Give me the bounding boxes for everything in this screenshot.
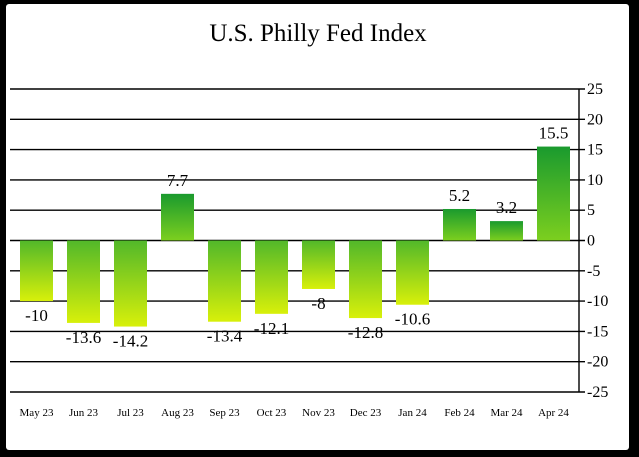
bar-aug-23 (161, 193, 194, 241)
bar-oct-23 (255, 240, 288, 314)
data-label: -8 (311, 294, 325, 313)
y-tick-label: 15 (587, 142, 603, 159)
y-tick-label: 0 (587, 233, 595, 250)
x-tick-label: Jan 24 (398, 407, 427, 419)
x-axis-categories: May 23 Jun 23 Jul 23 Aug 23 Sep 23 Oct 23 Nov … (20, 407, 570, 419)
data-label: 3.2 (496, 198, 517, 217)
data-label: 7.7 (167, 171, 189, 190)
y-tick-label: 20 (587, 111, 603, 128)
x-tick-label: Oct 23 (257, 407, 287, 419)
gridlines (10, 88, 585, 393)
data-label: -12.1 (254, 319, 289, 338)
data-label: -13.4 (207, 327, 243, 346)
data-label: 5.2 (449, 186, 470, 205)
value-labels: -10 -13.6 -14.2 7.7 -13.4 -12.1 -8 -12.8 -10.6 5.… (25, 124, 568, 351)
bar-feb-24 (443, 208, 476, 241)
chart-frame: U.S. Philly Fed Index 25 20 15 10 5 0 -5 -10 -15… (6, 4, 629, 450)
x-tick-label: Jul 23 (117, 407, 144, 419)
bar-may-23 (20, 240, 53, 302)
x-tick-label: May 23 (20, 407, 54, 419)
data-label: -13.6 (66, 328, 101, 347)
x-tick-label: Jun 23 (69, 407, 99, 419)
y-tick-label: 5 (587, 202, 595, 219)
data-label: -10.6 (395, 310, 430, 329)
y-tick-label: -20 (587, 354, 608, 371)
x-tick-label: Mar 24 (490, 407, 523, 419)
y-axis-ticks: 25 20 15 10 5 0 -5 -10 -15 -20 -25 (587, 81, 608, 401)
y-tick-label: 25 (587, 81, 603, 98)
bar-apr-24 (537, 146, 570, 241)
chart-title: U.S. Philly Fed Index (209, 20, 427, 47)
data-label: -14.2 (113, 332, 148, 351)
x-tick-label: Sep 23 (209, 407, 240, 419)
bar-jul-23 (114, 240, 147, 327)
data-label: -10 (25, 306, 48, 325)
y-tick-label: -15 (587, 323, 608, 340)
x-tick-label: Aug 23 (161, 407, 194, 419)
x-tick-label: Feb 24 (444, 407, 475, 419)
bar-jun-23 (67, 240, 100, 323)
x-tick-label: Apr 24 (538, 407, 569, 419)
bar-jan-24 (396, 240, 429, 305)
bar-chart: U.S. Philly Fed Index 25 20 15 10 5 0 -5 -10 -15… (10, 20, 608, 419)
y-tick-label: -10 (587, 293, 608, 310)
y-tick-label: -5 (587, 263, 600, 280)
bar-nov-23 (302, 240, 335, 289)
bar-mar-24 (490, 221, 523, 241)
data-label: -12.8 (348, 323, 383, 342)
bars (20, 146, 570, 327)
x-tick-label: Dec 23 (350, 407, 382, 419)
data-label: 15.5 (539, 124, 569, 143)
bar-sep-23 (208, 240, 241, 322)
y-tick-label: -25 (587, 384, 608, 401)
x-tick-label: Nov 23 (302, 407, 335, 419)
bar-dec-23 (349, 240, 382, 319)
y-tick-label: 10 (587, 172, 603, 189)
